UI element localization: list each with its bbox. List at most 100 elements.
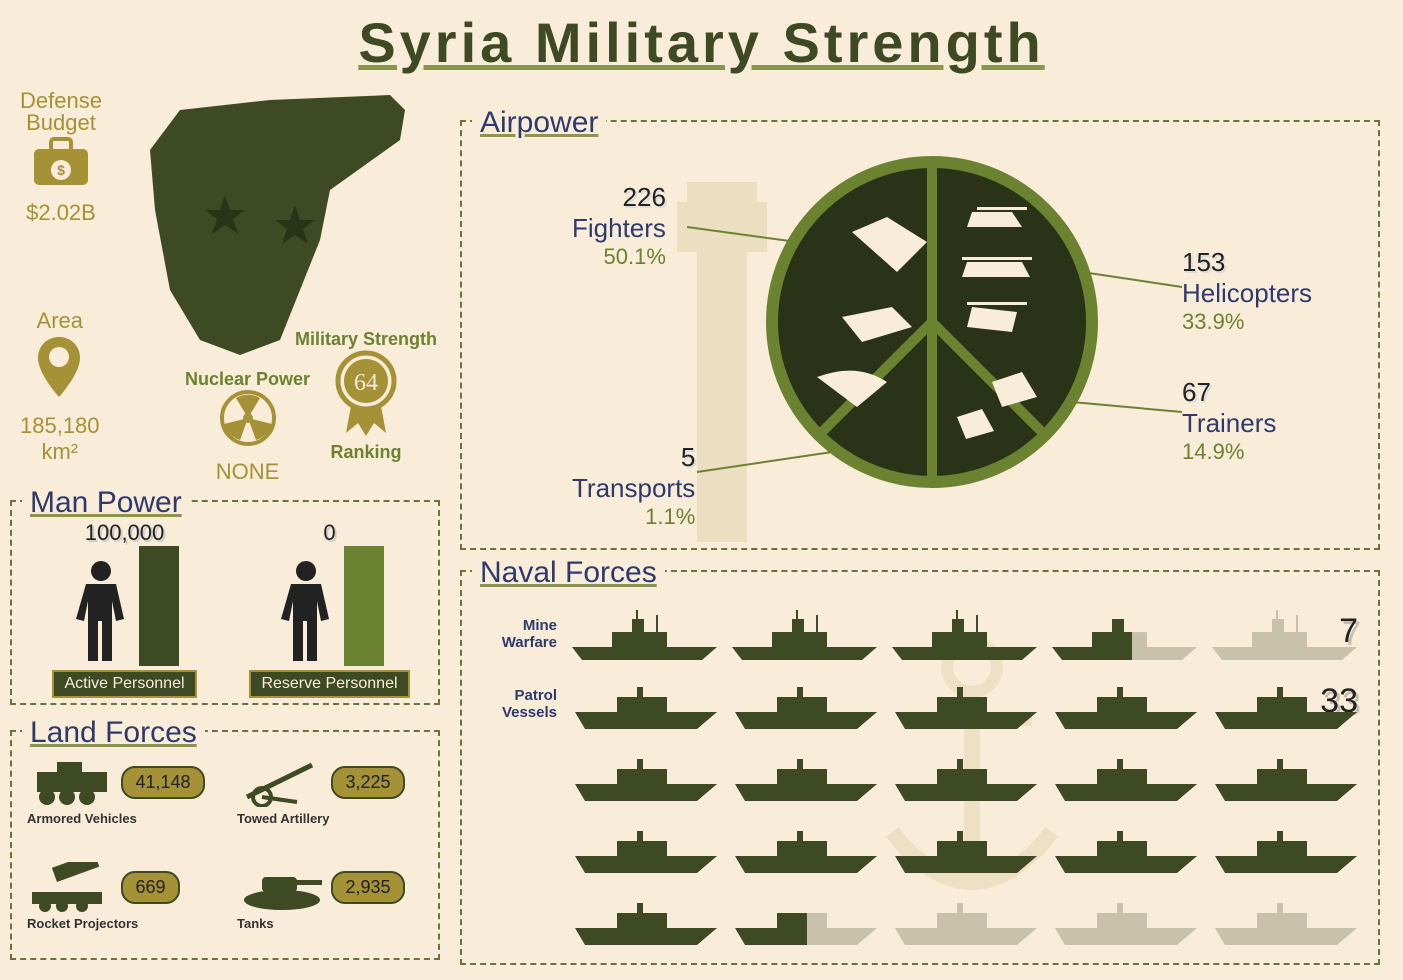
active-bar (139, 546, 179, 666)
trainers-count: 67 (1182, 377, 1276, 408)
warship-icon (567, 607, 722, 662)
airpower-section: Airpower 226 Fighters 50.1% 153 (460, 120, 1380, 550)
defense-budget-block: Defense Budget $ $2.02B (20, 90, 102, 226)
strength-block: Military Strength 64 Ranking (295, 330, 437, 461)
tanks-label: Tanks (237, 916, 437, 931)
area-block: Area 185,180 km² (20, 310, 100, 465)
svg-text:$: $ (57, 162, 65, 178)
defense-budget-label2: Budget (20, 112, 102, 134)
ribbon-icon: 64 (326, 348, 406, 438)
patrol-boat-icon (567, 677, 722, 732)
manpower-title: Man Power (22, 484, 190, 522)
armored-vehicle-icon (27, 757, 117, 807)
warship-icon (1207, 607, 1362, 662)
reserve-count: 0 (232, 520, 427, 546)
patrol-boat-icon (727, 749, 882, 804)
patrol-boat-icon (1047, 677, 1202, 732)
rank-number: 64 (354, 370, 378, 396)
nuclear-label: Nuclear Power (185, 370, 310, 388)
area-unit: km² (20, 439, 100, 465)
tank-icon (237, 862, 327, 912)
tanks-item: 2,935 Tanks (237, 862, 437, 957)
rocket-projectors-item: 669 Rocket Projectors (27, 862, 227, 957)
active-personnel-block: 100,000 Active Personnel (27, 520, 222, 690)
defense-budget-value: $2.02B (20, 200, 102, 226)
patrol-boat-icon (887, 749, 1042, 804)
towed-artillery-item: 3,225 Towed Artillery (237, 757, 437, 852)
warship-icon (887, 607, 1042, 662)
landforces-title: Land Forces (22, 714, 205, 752)
towed-label: Towed Artillery (237, 811, 437, 826)
transports-name: Transports (572, 473, 695, 504)
patrol-boat-icon (567, 749, 722, 804)
trainers-entry: 67 Trainers 14.9% (1182, 377, 1276, 465)
tanks-value: 2,935 (331, 871, 404, 904)
patrol-boat-icon (727, 677, 882, 732)
patrol-boat-icon (727, 821, 882, 876)
towed-value: 3,225 (331, 766, 404, 799)
defense-budget-label1: Defense (20, 90, 102, 112)
page-title: Syria Military Strength (358, 10, 1044, 75)
transports-count: 5 (572, 442, 695, 473)
reserve-label: Reserve Personnel (249, 670, 409, 698)
trainers-name: Trainers (1182, 408, 1276, 439)
trainers-pct: 14.9% (1182, 439, 1276, 465)
patrol-boat-icon (727, 893, 882, 948)
rocket-value: 669 (121, 871, 179, 904)
patrol-boat-icon (1047, 821, 1202, 876)
patrol-boat-icon (567, 893, 722, 948)
rocket-projector-icon (27, 862, 117, 912)
reserve-bar (344, 546, 384, 666)
rocket-label: Rocket Projectors (27, 916, 227, 931)
patrol-boat-icon (887, 677, 1042, 732)
naval-title: Naval Forces (472, 554, 665, 592)
patrol-boat-icon (1047, 893, 1202, 948)
area-value: 185,180 (20, 413, 100, 439)
reserve-personnel-block: 0 Reserve Personnel (232, 520, 427, 690)
armored-label: Armored Vehicles (27, 811, 227, 826)
patrol-boat-icon (1207, 677, 1362, 732)
transports-entry: 5 Transports 1.1% (572, 442, 695, 530)
nuclear-value: NONE (185, 459, 310, 485)
patrol-boat-icon (1207, 749, 1362, 804)
landforces-section: Land Forces 41,148 Armored Vehicles 3,22… (10, 730, 440, 960)
naval-section: Naval Forces Mine Warfare 7 Patrol Vesse… (460, 570, 1380, 965)
soldier-icon (276, 556, 336, 666)
active-label: Active Personnel (52, 670, 196, 698)
airpower-pie-chart (762, 152, 1102, 492)
rank-label: Ranking (295, 443, 437, 461)
warship-icon (1047, 607, 1202, 662)
armored-value: 41,148 (121, 766, 204, 799)
patrol-boat-icon (1047, 749, 1202, 804)
nuclear-block: Nuclear Power NONE (185, 370, 310, 485)
patrol-boat-icon (887, 821, 1042, 876)
mine-warfare-label: Mine Warfare (477, 617, 557, 651)
patrol-boat-icon (1207, 821, 1362, 876)
helicopters-pct: 33.9% (1182, 309, 1312, 335)
airpower-title: Airpower (472, 104, 606, 142)
active-count: 100,000 (27, 520, 222, 546)
patrol-boat-icon (567, 821, 722, 876)
fighters-name: Fighters (572, 213, 666, 244)
armored-vehicles-item: 41,148 Armored Vehicles (27, 757, 227, 852)
patrol-boat-icon (887, 893, 1042, 948)
warship-icon (727, 607, 882, 662)
fighters-entry: 226 Fighters 50.1% (572, 182, 666, 270)
manpower-section: Man Power 100,000 Active Personnel 0 Res… (10, 500, 440, 705)
syria-map-icon (130, 90, 420, 370)
pin-icon (32, 332, 87, 402)
soldier-icon (71, 556, 131, 666)
patrol-boat-icon (1207, 893, 1362, 948)
briefcase-icon: $ (26, 134, 96, 189)
fighters-pct: 50.1% (572, 244, 666, 270)
strength-label: Military Strength (295, 330, 437, 348)
helicopters-name: Helicopters (1182, 278, 1312, 309)
helicopters-entry: 153 Helicopters 33.9% (1182, 247, 1312, 335)
patrol-vessels-label: Patrol Vessels (477, 687, 557, 721)
area-label: Area (20, 310, 100, 332)
transports-pct: 1.1% (572, 504, 695, 530)
towed-artillery-icon (237, 757, 327, 807)
fighters-count: 226 (572, 182, 666, 213)
nuclear-icon (218, 388, 278, 448)
helicopters-count: 153 (1182, 247, 1312, 278)
